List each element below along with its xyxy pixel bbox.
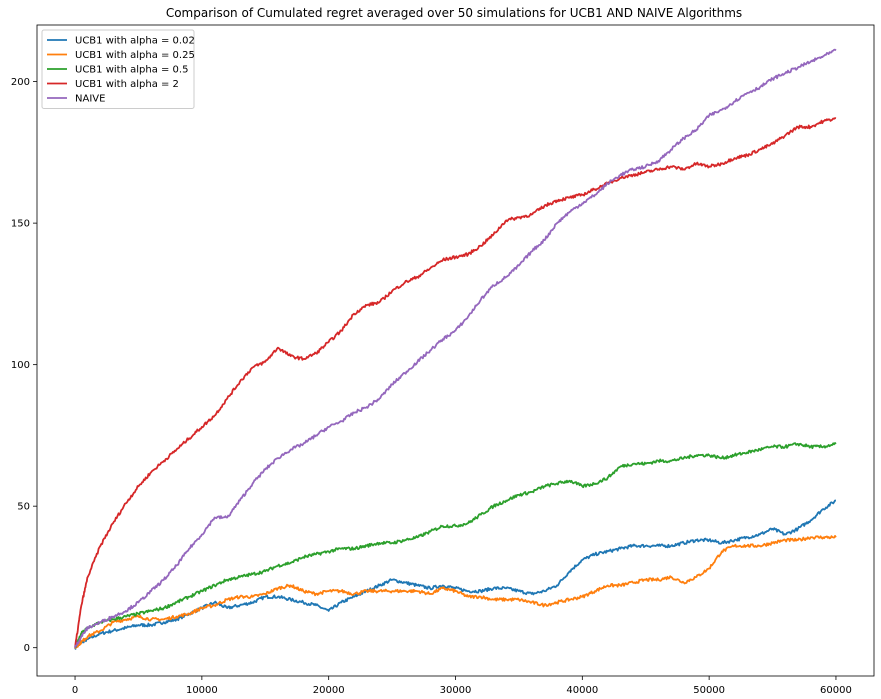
plot-area: 0 10000 20000 30000 40000 50000 60000 0 50 100 15… xyxy=(11,24,875,696)
chart-title: Comparison of Cumulated regret averaged … xyxy=(166,6,742,20)
series-line-3 xyxy=(74,117,837,648)
y-tick-label-2: 100 xyxy=(11,360,30,371)
series-layer xyxy=(74,48,837,650)
x-tick-label-6: 60000 xyxy=(820,685,852,696)
legend-box xyxy=(41,29,195,109)
y-tick-label-1: 50 xyxy=(17,502,30,513)
legend-label-3: UCB1 with alpha = 2 xyxy=(75,79,179,90)
x-axis: 0 10000 20000 30000 40000 50000 60000 xyxy=(72,676,852,696)
legend-label-0: UCB1 with alpha = 0.02 xyxy=(75,36,195,47)
series-line-2 xyxy=(74,442,837,649)
y-tick-label-3: 150 xyxy=(11,219,30,230)
y-tick-label-0: 0 xyxy=(24,643,30,654)
x-tick-label-1: 10000 xyxy=(186,685,218,696)
x-tick-label-4: 40000 xyxy=(566,685,598,696)
series-line-1 xyxy=(74,534,837,649)
x-tick-label-0: 0 xyxy=(72,685,78,696)
series-line-4 xyxy=(74,48,837,648)
legend-label-4: NAIVE xyxy=(75,94,105,105)
x-tick-label-5: 50000 xyxy=(693,685,725,696)
legend-label-1: UCB1 with alpha = 0.25 xyxy=(75,50,195,61)
y-axis: 0 50 100 150 200 xyxy=(11,77,37,654)
legend: UCB1 with alpha = 0.02 UCB1 with alpha = … xyxy=(41,29,195,109)
x-tick-label-2: 20000 xyxy=(313,685,345,696)
x-tick-label-3: 30000 xyxy=(440,685,472,696)
legend-label-2: UCB1 with alpha = 0.5 xyxy=(75,65,188,76)
y-tick-label-4: 200 xyxy=(11,77,30,88)
